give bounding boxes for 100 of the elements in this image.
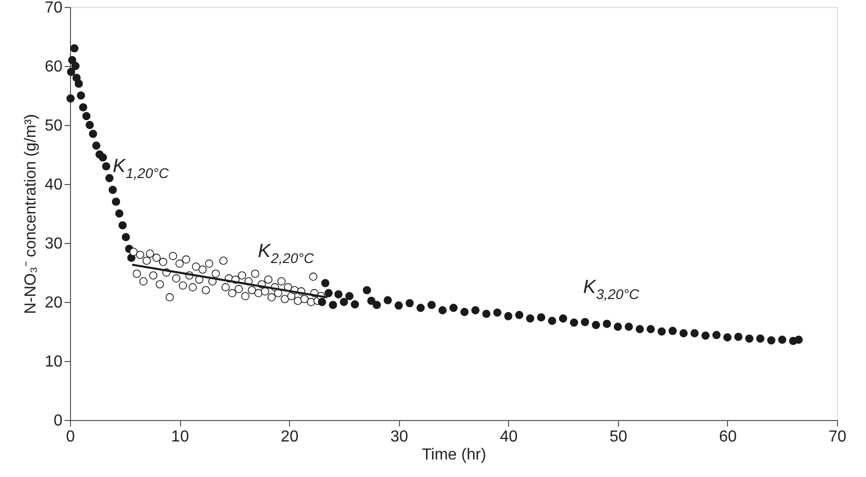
point [712,330,721,340]
point [172,274,180,282]
point [350,300,359,308]
y-tick-label: 0 [54,412,63,430]
point [264,275,272,284]
point [142,256,151,265]
point [221,283,230,292]
point [168,252,178,260]
x-tick-label: 30 [390,428,408,446]
point [122,233,130,242]
point [614,322,622,331]
point [580,318,590,326]
point [345,292,354,300]
point [248,286,256,294]
point [66,68,76,76]
point [294,296,302,305]
point [504,312,512,320]
point [734,332,742,341]
point [679,329,688,338]
point [367,296,376,305]
point [182,255,190,264]
point [205,260,214,268]
point [136,250,144,259]
point [280,294,289,304]
point [324,289,333,298]
point [334,290,343,298]
point [636,325,644,334]
point [112,198,120,206]
point [438,306,447,314]
point [228,289,236,298]
point [212,270,220,278]
point [118,221,127,230]
point [602,320,612,328]
point [300,294,309,304]
point [318,298,326,306]
point [328,300,338,310]
y-tick-label: 40 [44,176,63,194]
point [88,130,98,138]
point [70,44,78,52]
point [115,209,124,218]
point [105,174,114,182]
y-tick-label: 70 [44,0,63,16]
point [159,258,168,266]
point [384,296,392,304]
point [132,270,141,278]
point [658,327,666,336]
point [794,336,803,344]
point [394,301,403,310]
point [309,272,318,281]
point [548,316,556,325]
x-tick-label: 0 [66,428,76,446]
point [526,314,534,323]
point [449,304,458,312]
y-axis-title: N-NO₃⁻ concentration (g/m³) [22,114,40,314]
point [460,308,469,316]
point [260,287,270,296]
point [139,277,148,286]
x-tick-label: 10 [171,428,190,446]
y-tick-label: 50 [44,118,63,134]
point [701,332,710,340]
point [306,298,316,306]
point [646,325,655,334]
point [340,298,348,306]
point [745,334,754,343]
point [251,270,260,278]
point [156,280,164,288]
y-tick-label: 10 [44,354,63,370]
point [558,314,568,323]
point [690,329,699,338]
point [234,284,243,294]
point [129,248,138,256]
y-tick-label: 60 [44,58,63,76]
point [471,306,480,314]
point [66,94,75,103]
point [416,304,425,312]
point [756,334,764,343]
point [321,279,330,288]
x-tick-label: 20 [280,428,299,446]
point [241,292,250,300]
point [198,265,207,274]
point [79,103,88,112]
point [192,262,200,271]
point [202,286,210,294]
point [668,326,677,336]
point [778,336,786,344]
point [277,277,286,286]
point [767,336,776,344]
point [624,322,633,331]
point [254,289,263,298]
point [146,250,154,258]
point [68,56,76,64]
point [570,318,578,327]
point [592,320,600,330]
point [152,254,161,262]
x-axis-title: Time (hr) [422,446,486,464]
point [76,91,86,100]
point [427,300,436,310]
point [98,153,107,162]
point [82,112,91,120]
point [71,62,80,70]
